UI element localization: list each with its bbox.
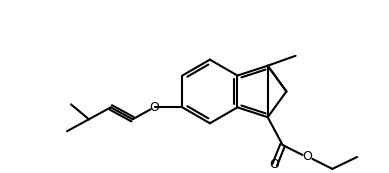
Text: O: O [303, 151, 312, 163]
Text: O: O [150, 101, 159, 114]
Text: O: O [270, 158, 280, 171]
